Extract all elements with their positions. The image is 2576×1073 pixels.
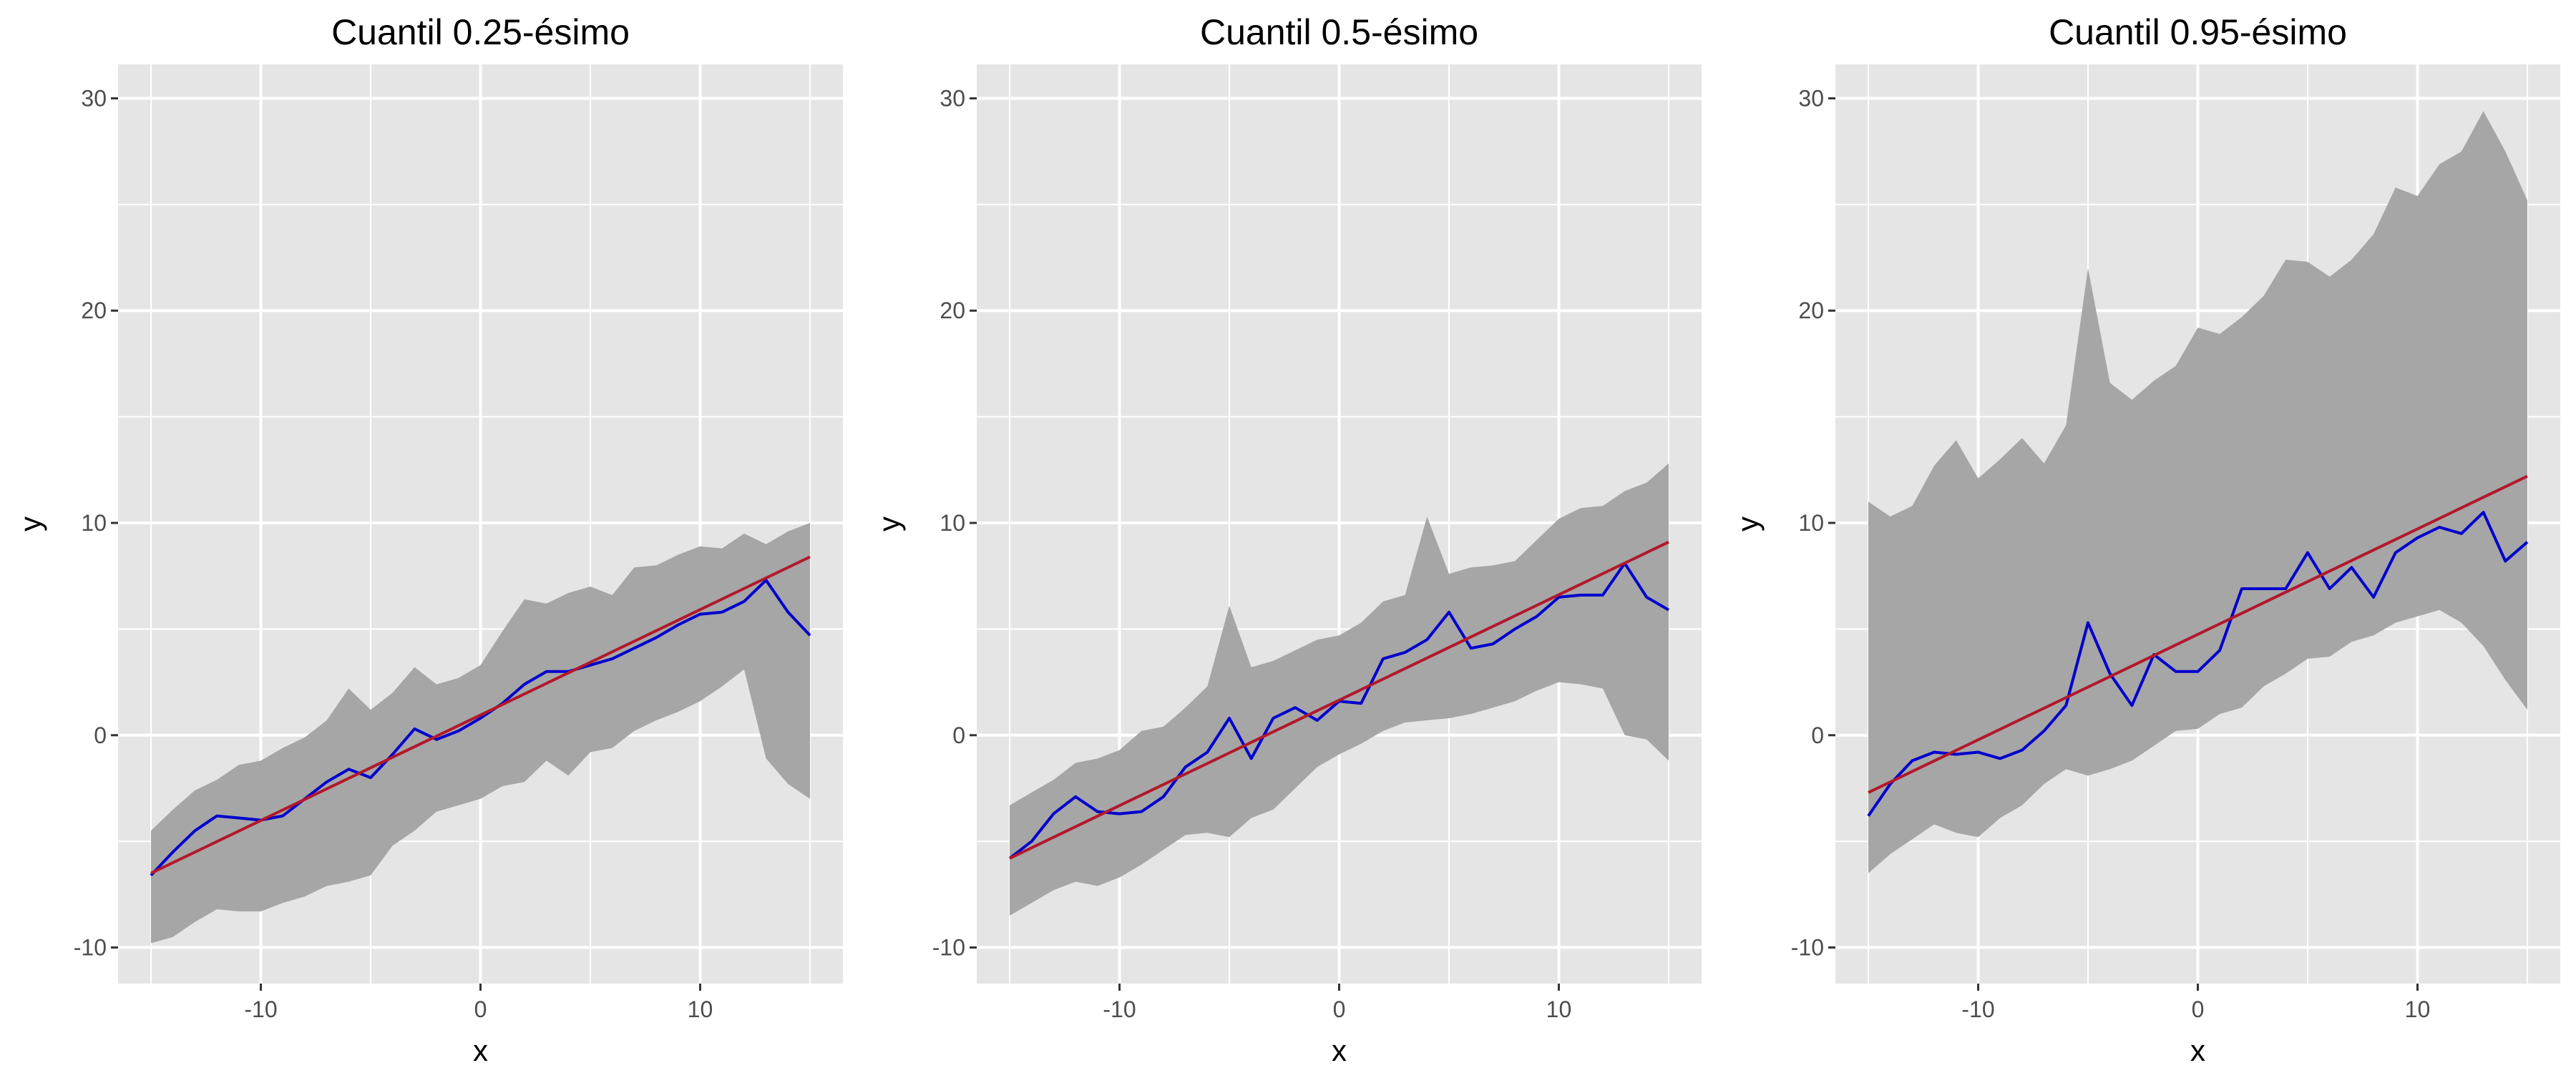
y-tick-label: 20	[1798, 298, 1824, 323]
y-tick-label: 30	[81, 85, 107, 111]
y-tick-label: 20	[81, 298, 107, 323]
y-axis-ticks: -10 0 10 20 30	[74, 85, 118, 961]
y-axis-ticks: -10 0 10 20 30	[1791, 85, 1835, 961]
y-tick-label: 30	[940, 85, 965, 111]
y-tick-label: 10	[940, 510, 965, 536]
panel-quantile-05: -10 0 10 -10 0 10 20 30 Cuantil 0.5-ésimo x y	[872, 12, 1702, 1067]
confidence-band	[151, 523, 810, 944]
y-tick-label: 10	[81, 510, 107, 536]
y-axis-label: y	[1731, 516, 1765, 531]
x-tick-label: 10	[2405, 996, 2431, 1022]
panel-quantile-025: -10 0 10 -10 0 10 20 30 Cuantil 0.25-ésimo x y	[14, 12, 843, 1067]
y-tick-label: 20	[940, 298, 965, 323]
true-quantile-line	[1009, 540, 1669, 860]
panel-title: Cuantil 0.5-ésimo	[1200, 12, 1478, 52]
y-axis-label: y	[14, 516, 47, 531]
y-tick-label: -10	[932, 935, 965, 961]
x-axis-label: x	[2190, 1034, 2205, 1067]
true-quantile-line	[1868, 474, 2528, 794]
quantile-estimate-line	[1867, 511, 2529, 817]
x-axis-label: x	[473, 1034, 488, 1067]
y-tick-label: -10	[1791, 935, 1824, 961]
x-axis-ticks: -10 0 10	[1103, 984, 1571, 1022]
x-tick-label: -10	[1961, 996, 1994, 1022]
x-tick-label: 0	[474, 996, 487, 1022]
x-tick-label: -10	[244, 996, 277, 1022]
x-tick-label: -10	[1103, 996, 1136, 1022]
confidence-band	[1010, 463, 1669, 916]
y-axis-label: y	[872, 516, 906, 531]
x-axis-ticks: -10 0 10	[1961, 984, 2430, 1022]
confidence-band	[1868, 111, 2527, 873]
x-axis-ticks: -10 0 10	[244, 984, 713, 1022]
y-tick-label: -10	[74, 935, 107, 961]
x-axis-label: x	[1332, 1034, 1347, 1067]
panel-quantile-095: -10 0 10 -10 0 10 20 30 Cuantil 0.95-ésimo x y	[1731, 12, 2560, 1067]
x-tick-label: 0	[1333, 996, 1346, 1022]
chart-marks	[150, 523, 811, 944]
panel-title: Cuantil 0.25-ésimo	[331, 12, 630, 52]
chart-marks	[1867, 111, 2529, 873]
y-tick-label: 0	[94, 722, 107, 748]
true-quantile-line	[150, 555, 811, 875]
y-tick-label: 0	[1811, 722, 1824, 748]
y-tick-label: 0	[952, 722, 965, 748]
y-tick-label: 10	[1798, 510, 1824, 536]
y-tick-label: 30	[1798, 85, 1824, 111]
x-tick-label: 0	[2192, 996, 2205, 1022]
y-axis-ticks: -10 0 10 20 30	[932, 85, 977, 961]
panel-title: Cuantil 0.95-ésimo	[2049, 12, 2347, 52]
chart-marks	[1008, 463, 1670, 916]
x-tick-label: 10	[688, 996, 713, 1022]
x-tick-label: 10	[1546, 996, 1572, 1022]
